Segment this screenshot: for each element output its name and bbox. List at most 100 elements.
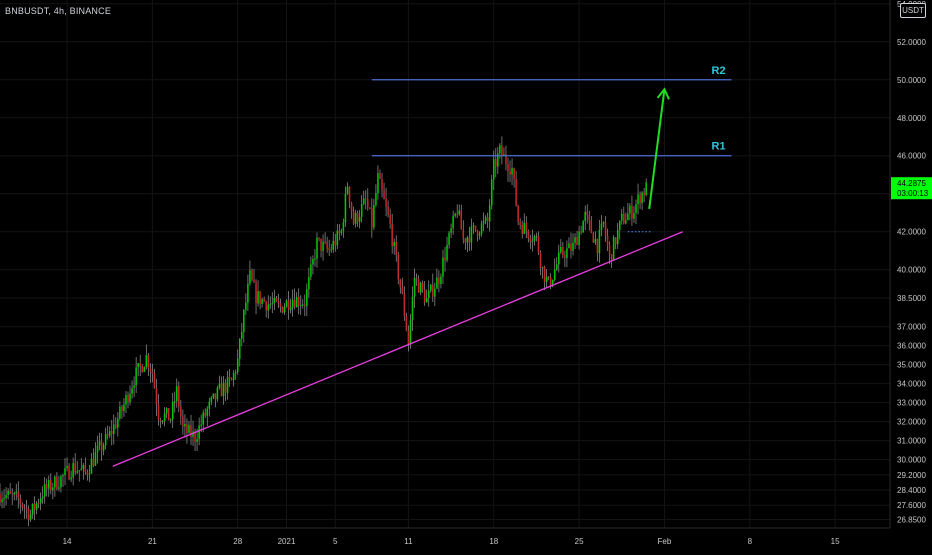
candle-body: [157, 404, 160, 420]
candle-body: [590, 220, 593, 233]
candle-body: [553, 269, 556, 280]
candle-body: [155, 387, 158, 405]
candle-body: [480, 223, 483, 234]
candle-body: [409, 320, 412, 345]
candle-body: [401, 287, 404, 294]
price-tick-label: 30.0000: [897, 456, 926, 465]
candle-body: [289, 307, 292, 310]
candle-body: [425, 297, 428, 303]
candle-body: [360, 203, 363, 217]
candle-body: [375, 193, 377, 206]
candle-body: [153, 373, 156, 388]
chart-symbol-title[interactable]: BNBUSDT, 4h, BINANCE: [5, 6, 112, 16]
candle-body: [11, 493, 13, 495]
candle-body: [535, 235, 538, 237]
candle-body: [515, 178, 517, 206]
candle-body: [499, 145, 501, 154]
candle-body: [204, 412, 207, 416]
candle-body: [171, 401, 174, 420]
candle-body: [15, 491, 18, 493]
candle-body: [1, 499, 3, 503]
candle-body: [281, 306, 284, 313]
candle-body: [440, 276, 442, 284]
candle-body: [541, 267, 544, 269]
candle-body: [208, 401, 211, 409]
candle-body: [606, 235, 609, 246]
candle-body: [373, 205, 375, 228]
candle-body: [625, 220, 627, 224]
resistance-label-r1: R1: [712, 141, 726, 153]
candle-body: [631, 205, 633, 219]
candle-body: [104, 434, 107, 446]
candle-body: [287, 300, 290, 310]
candle-body: [184, 423, 186, 427]
candle-body: [598, 230, 601, 254]
candle-body: [127, 395, 129, 403]
candle-body: [448, 232, 450, 245]
candle-body: [324, 241, 326, 243]
candle-body: [110, 431, 113, 435]
candle-body: [202, 412, 204, 425]
price-tick-label: 32.0000: [897, 418, 926, 427]
candle-body: [58, 487, 60, 489]
candle-body: [529, 237, 532, 242]
price-tick-label: 34.0000: [897, 380, 926, 389]
candle-body: [326, 241, 328, 249]
candle-body: [308, 276, 310, 290]
candle-body: [547, 276, 550, 278]
candlesticks: [0, 136, 647, 527]
candle-body: [383, 190, 385, 199]
candle-body: [367, 199, 369, 208]
candle-body: [228, 377, 231, 379]
candle-body: [113, 424, 115, 435]
candle-body: [616, 230, 619, 245]
candle-body: [37, 503, 40, 505]
price-tick-label: 50.0000: [897, 76, 926, 85]
candle-body: [352, 211, 355, 224]
candle-body: [159, 419, 162, 422]
candle-body: [72, 463, 74, 478]
candle-body: [470, 226, 473, 243]
candle-body: [5, 494, 7, 498]
candle-body: [334, 240, 337, 246]
candle-body: [446, 244, 448, 261]
candle-body: [234, 372, 237, 374]
candle-body: [316, 237, 318, 259]
currency-badge[interactable]: USDT: [900, 3, 926, 18]
candle-body: [614, 237, 617, 245]
candle-body: [269, 304, 272, 306]
candle-body: [336, 230, 339, 246]
candle-body: [555, 264, 558, 270]
candle-body: [521, 225, 523, 234]
candle-body: [43, 484, 46, 497]
candle-body: [560, 247, 562, 253]
candle-body: [263, 299, 265, 302]
candle-body: [94, 452, 97, 466]
price-tick-label: 46.0000: [897, 152, 926, 161]
candle-body: [297, 297, 300, 306]
candle-body: [539, 252, 542, 268]
candle-body: [173, 401, 176, 403]
projection-arrow-shaft: [648, 89, 666, 210]
annotations: R1 R2: [112, 65, 732, 467]
candle-body: [52, 487, 54, 491]
candle-body: [627, 213, 629, 221]
candle-body: [450, 228, 452, 233]
time-tick-label: 5: [333, 537, 338, 546]
candle-body: [261, 299, 263, 304]
candle-body: [513, 168, 515, 179]
candle-body: [338, 230, 341, 234]
bar-countdown: 03:00:13: [897, 189, 929, 198]
candle-body: [265, 301, 267, 311]
candle-body: [572, 242, 574, 251]
candle-body: [621, 213, 623, 221]
candle-body: [135, 367, 137, 386]
candle-body: [442, 257, 444, 277]
time-axis[interactable]: 14 21 28 2021 5 11 18 25 Feb 8 15: [0, 527, 890, 546]
candle-body: [66, 465, 68, 469]
candle-body: [330, 249, 332, 251]
